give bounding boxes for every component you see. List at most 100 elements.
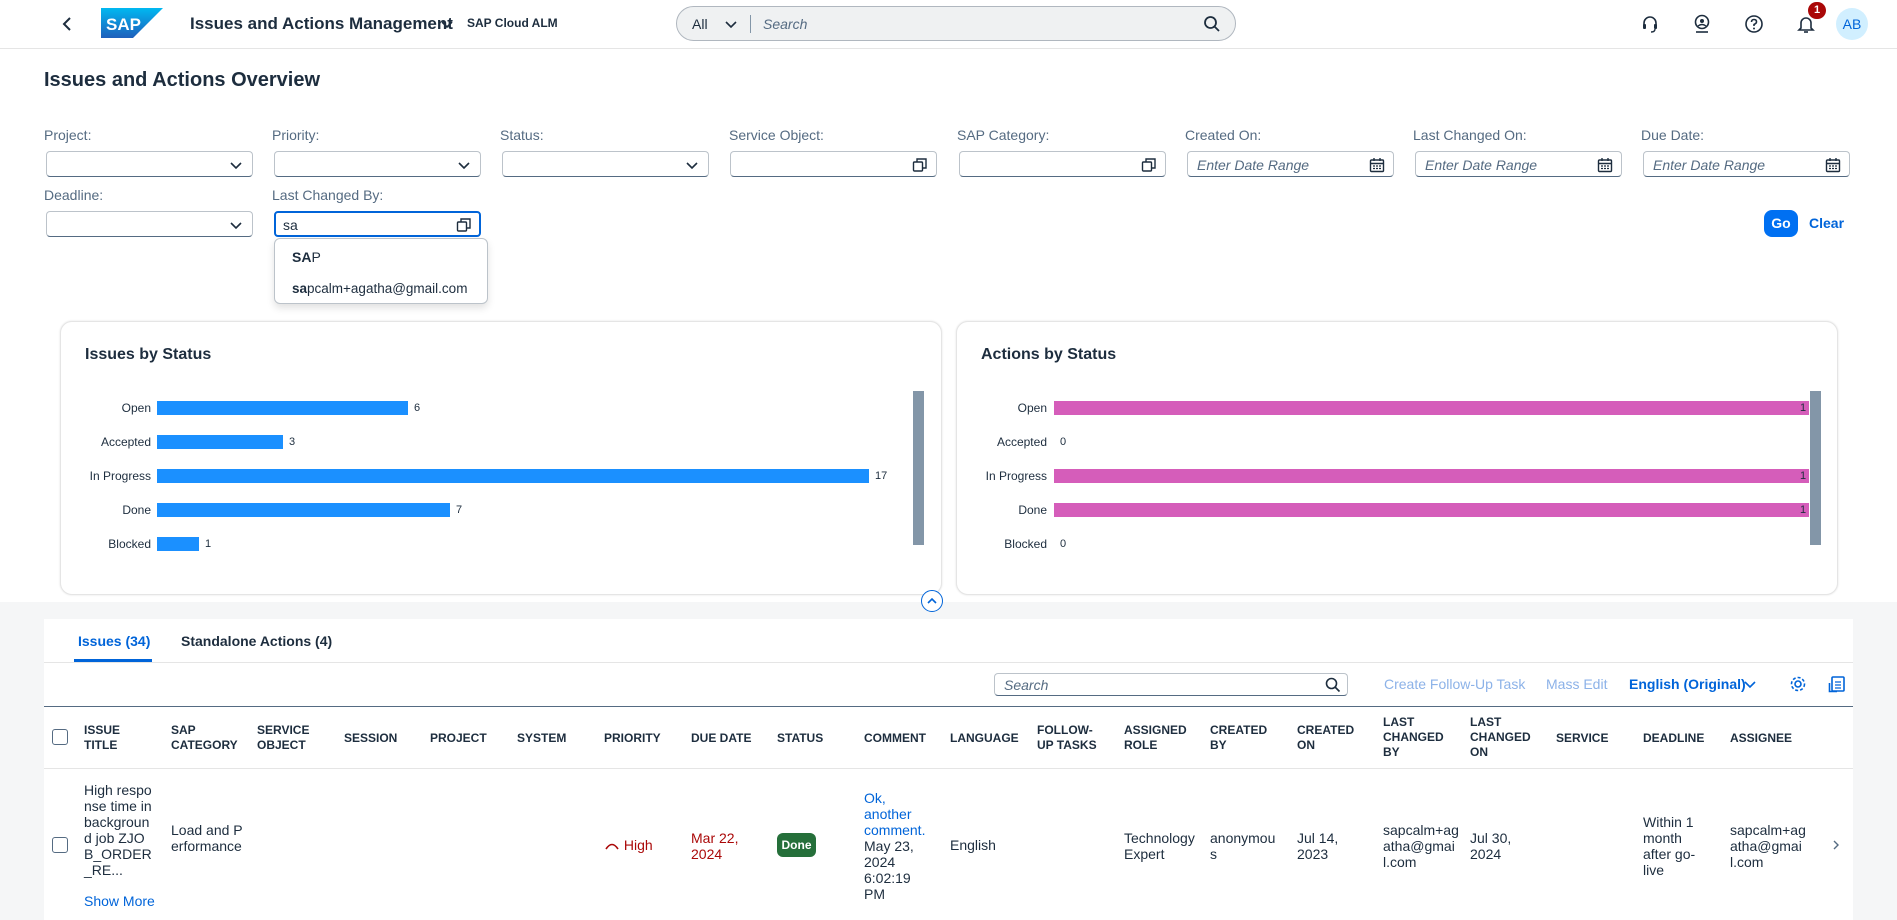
column-project[interactable]: Project xyxy=(430,731,487,745)
card-title: Issues by Status xyxy=(85,346,212,363)
column-due-date[interactable]: Due Date xyxy=(691,731,752,745)
priority-label: High xyxy=(623,837,653,853)
calendar-icon[interactable] xyxy=(1597,157,1613,173)
status-badge: Done xyxy=(777,833,816,857)
help-icon[interactable] xyxy=(1744,14,1764,34)
chevron-down-icon[interactable] xyxy=(228,157,244,173)
go-button[interactable]: Go xyxy=(1764,210,1798,237)
back-button[interactable] xyxy=(57,13,79,35)
row-checkbox[interactable] xyxy=(52,837,68,853)
headset-icon[interactable] xyxy=(1640,14,1660,34)
chevron-down-icon[interactable] xyxy=(724,17,738,31)
due-date-range[interactable]: Enter Date Range xyxy=(1643,151,1850,177)
search-input[interactable]: Search xyxy=(1004,677,1049,693)
filter-label-project: Project: xyxy=(44,127,92,143)
chart-bar[interactable] xyxy=(157,503,450,517)
create-follow-up-task-button[interactable]: Create Follow-Up Task xyxy=(1384,676,1526,692)
column-last-changed-by[interactable]: Last Changed By xyxy=(1383,715,1444,759)
chevron-down-icon[interactable] xyxy=(456,157,472,173)
sap-category-input[interactable] xyxy=(959,151,1166,177)
shell-search[interactable]: All Search xyxy=(676,6,1236,41)
language-select[interactable]: English (Original) xyxy=(1629,676,1746,692)
chart-bar[interactable] xyxy=(157,401,408,415)
table-row[interactable]: High response time in background job ZJO… xyxy=(44,769,1853,920)
comment-link[interactable]: Ok, another comment. xyxy=(864,790,926,838)
sap-logo[interactable]: SAP xyxy=(101,8,163,38)
chart-scrollbar[interactable] xyxy=(913,391,924,545)
calendar-icon[interactable] xyxy=(1369,157,1385,173)
last-changed-by-value[interactable]: sa xyxy=(283,217,298,233)
column-priority[interactable]: Priority xyxy=(604,731,661,745)
service-object-input[interactable] xyxy=(730,151,937,177)
chart-scrollbar[interactable] xyxy=(1810,391,1821,545)
settings-icon[interactable] xyxy=(1789,675,1807,693)
chart-bar[interactable] xyxy=(1054,469,1809,483)
table-search-field[interactable]: Search xyxy=(994,673,1348,696)
app-title[interactable]: Issues and Actions Management xyxy=(190,14,453,33)
avatar[interactable]: AB xyxy=(1836,8,1868,40)
status-select[interactable] xyxy=(502,151,709,177)
column-system[interactable]: System xyxy=(517,731,567,745)
value-help-icon[interactable] xyxy=(456,217,472,233)
column-deadline[interactable]: Deadline xyxy=(1643,731,1705,745)
bell-icon[interactable] xyxy=(1796,14,1816,34)
date-placeholder: Enter Date Range xyxy=(1425,157,1538,173)
chevron-left-icon xyxy=(62,17,71,31)
suggestion-item[interactable]: SAP xyxy=(292,249,321,265)
column-last-changed-on[interactable]: Last Changed On xyxy=(1470,715,1531,759)
column-created-by[interactable]: Created By xyxy=(1210,723,1268,752)
collaboration-icon[interactable] xyxy=(1692,14,1712,34)
tab-issues[interactable]: Issues (34) xyxy=(78,633,151,649)
chevron-down-icon[interactable] xyxy=(439,16,455,32)
clear-button[interactable]: Clear xyxy=(1809,215,1845,231)
column-comment[interactable]: Comment xyxy=(864,731,926,745)
chart-bar[interactable] xyxy=(157,537,199,551)
show-more-link[interactable]: Show More xyxy=(84,893,155,909)
calendar-icon[interactable] xyxy=(1825,157,1841,173)
suggestion-item[interactable]: sapcalm+agatha@gmail.com xyxy=(292,281,467,296)
chevron-right-icon[interactable] xyxy=(1829,838,1843,852)
tab-standalone-actions[interactable]: Standalone Actions (4) xyxy=(181,633,333,649)
page-title: Issues and Actions Overview xyxy=(44,69,321,91)
created-on-date-range[interactable]: Enter Date Range xyxy=(1187,151,1394,177)
column-status[interactable]: Status xyxy=(777,731,824,745)
column-assignee[interactable]: Assignee xyxy=(1730,731,1793,745)
value-help-icon[interactable] xyxy=(1141,157,1157,173)
column-language[interactable]: Language xyxy=(950,731,1019,745)
column-issue-title[interactable]: Issue Title xyxy=(84,723,121,752)
chart-bar[interactable] xyxy=(157,435,283,449)
column-sap-category[interactable]: SAP Category xyxy=(171,723,238,752)
project-select[interactable] xyxy=(46,151,253,177)
search-icon[interactable] xyxy=(1325,677,1341,693)
search-icon[interactable] xyxy=(1203,15,1221,33)
chart-bar[interactable] xyxy=(1054,401,1809,415)
column-assigned-role[interactable]: Assigned Role xyxy=(1124,723,1187,752)
chart-category-label: Open xyxy=(1017,401,1047,415)
column-service-object[interactable]: Service Object xyxy=(257,723,310,752)
chevron-down-icon[interactable] xyxy=(684,157,700,173)
priority-select[interactable] xyxy=(274,151,481,177)
chart-bar[interactable] xyxy=(157,469,869,483)
priority-high-icon xyxy=(605,844,619,850)
collapse-header-button[interactable] xyxy=(921,590,943,612)
column-session[interactable]: Session xyxy=(344,731,398,745)
value-help-icon[interactable] xyxy=(912,157,928,173)
column-follow-up-tasks[interactable]: Follow-Up Tasks xyxy=(1037,723,1097,752)
cell-deadline: Within 1 month after go-live xyxy=(1643,814,1696,878)
filter-label-sap-category: SAP Category: xyxy=(957,127,1050,143)
chart-category-label: Blocked xyxy=(1004,537,1047,551)
deadline-select[interactable] xyxy=(46,211,253,237)
column-created-on[interactable]: Created On xyxy=(1297,723,1355,752)
search-input[interactable]: Search xyxy=(763,16,808,32)
last-changed-by-input[interactable]: sa xyxy=(274,211,481,237)
mass-edit-button[interactable]: Mass Edit xyxy=(1546,676,1608,692)
last-changed-on-date-range[interactable]: Enter Date Range xyxy=(1415,151,1622,177)
chevron-down-icon[interactable] xyxy=(1743,677,1757,691)
filter-label-deadline: Deadline: xyxy=(44,187,104,203)
select-all-checkbox[interactable] xyxy=(52,729,68,745)
export-icon[interactable] xyxy=(1828,675,1846,693)
search-scope[interactable]: All xyxy=(692,16,708,32)
column-service[interactable]: Service xyxy=(1556,731,1609,745)
chart-bar[interactable] xyxy=(1054,503,1809,517)
chevron-down-icon[interactable] xyxy=(228,217,244,233)
